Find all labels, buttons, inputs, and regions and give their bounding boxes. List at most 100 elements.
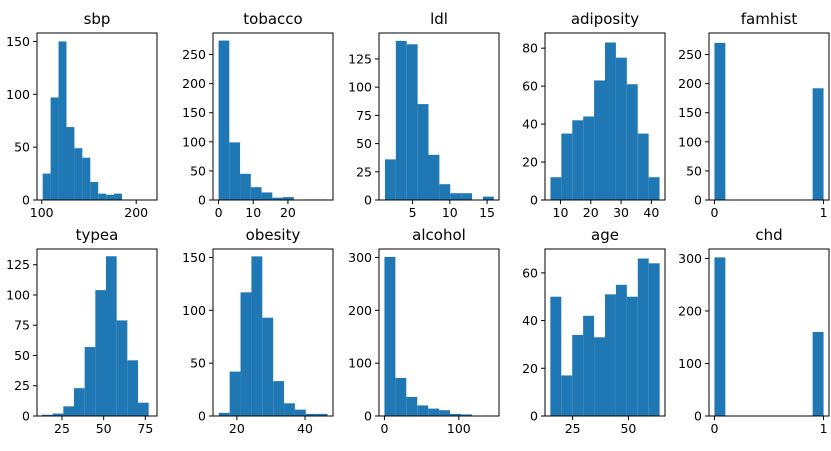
histogram-bar [812, 331, 824, 416]
y-tick-label: 100 [348, 356, 372, 371]
histogram-bar [52, 413, 64, 416]
histogram-bar [450, 413, 461, 416]
chart-title: alcohol [412, 226, 466, 244]
x-tick-label: 5 [409, 205, 417, 220]
histogram-bar [384, 159, 396, 200]
histogram-bar [63, 406, 74, 416]
axes-frame [544, 248, 666, 417]
y-tick-label: 150 [182, 105, 206, 120]
x-tick-label: 75 [137, 421, 153, 436]
chart-title: famhist [741, 10, 798, 28]
histogram-bar [605, 42, 616, 201]
histogram-bar [615, 284, 627, 416]
y-tick-label: 100 [348, 80, 372, 95]
x-tick-label: 10 [553, 205, 569, 220]
histogram-bar [572, 334, 584, 416]
y-tick-label: 20 [522, 155, 538, 170]
x-tick-label: 50 [620, 421, 636, 436]
x-tick-label: 10 [442, 205, 458, 220]
x-tick-label: 25 [54, 421, 70, 436]
histogram-bar [572, 120, 584, 200]
y-tick-label: 0 [198, 193, 206, 208]
y-tick-label: 250 [678, 47, 702, 62]
y-tick-label: 100 [6, 287, 30, 302]
y-tick-label: 100 [182, 134, 206, 149]
axes-frame [544, 32, 666, 201]
histogram-bar [395, 40, 407, 200]
axes-frame [708, 248, 830, 417]
histogram-bar [482, 196, 494, 200]
histogram-bar [106, 256, 117, 416]
histogram-bar [460, 414, 472, 416]
histogram-bar [114, 193, 123, 200]
x-tick-label: 15 [479, 205, 495, 220]
histogram-bar [240, 292, 252, 416]
x-tick-label: 10 [245, 205, 261, 220]
histogram-bar [461, 193, 473, 200]
y-tick-label: 300 [678, 251, 702, 266]
histogram-bar [58, 41, 67, 201]
y-tick-label: 50 [190, 356, 206, 371]
histogram-bar [218, 40, 230, 201]
y-tick-label: 75 [14, 318, 30, 333]
histogram-bar [648, 177, 660, 200]
y-tick-label: 60 [522, 265, 538, 280]
axes-frame [212, 248, 334, 417]
x-tick-label: 0 [710, 421, 718, 436]
y-tick-label: 50 [14, 348, 30, 363]
axes-frame [36, 32, 158, 201]
histogram-bar [90, 182, 99, 200]
chart-title: ldl [430, 10, 448, 28]
histogram-bar [95, 290, 106, 416]
histogram-bar [594, 337, 605, 416]
histogram-ldl: 5 10 15 0 25 50 75 100 125 ldl [348, 10, 500, 220]
histogram-bar [116, 320, 128, 416]
x-tick-label: 200 [124, 205, 148, 220]
x-tick-label: 0 [710, 205, 718, 220]
histogram-bar [714, 257, 726, 416]
histogram-bar [50, 97, 59, 200]
histogram-bar [261, 192, 273, 200]
histogram-bar [626, 84, 638, 200]
y-tick-label: 40 [522, 117, 538, 132]
histogram-bar [98, 193, 107, 200]
histogram-bar [561, 375, 573, 416]
histogram-age: 25 50 0 20 40 60 age [522, 226, 666, 436]
histogram-bar [550, 177, 562, 200]
y-tick-label: 60 [522, 79, 538, 94]
y-tick-label: 0 [22, 409, 30, 424]
histogram-bar [273, 381, 285, 416]
histogram-bar [428, 154, 440, 200]
histogram-bar [138, 402, 149, 416]
histogram-chd: 0 1 0 100 200 300 chd [678, 226, 830, 436]
chart-title: chd [755, 226, 782, 244]
y-tick-label: 25 [356, 164, 372, 179]
histogram-bar [439, 184, 451, 200]
histogram-bar [316, 413, 328, 416]
histogram-bar [812, 88, 824, 200]
y-tick-label: 200 [678, 303, 702, 318]
histogram-bar [406, 44, 418, 200]
histogram-bar [229, 142, 241, 200]
x-tick-label: 1 [820, 205, 828, 220]
histogram-famhist: 0 1 0 50 100 150 200 250 famhist [678, 10, 830, 220]
histogram-bar [450, 193, 462, 200]
y-tick-label: 150 [6, 34, 30, 49]
y-tick-label: 0 [694, 193, 702, 208]
chart-title: adiposity [571, 10, 639, 28]
histogram-alcohol: 0 100 0 100 200 300 alcohol [348, 226, 500, 436]
y-tick-label: 0 [198, 409, 206, 424]
x-tick-label: 20 [583, 205, 599, 220]
histogram-bar [74, 148, 83, 200]
histogram-bar [417, 104, 429, 200]
x-tick-label: 30 [613, 205, 629, 220]
y-tick-label: 200 [678, 76, 702, 91]
histogram-obesity: 20 40 0 50 100 150 obesity [182, 226, 334, 436]
histogram-adiposity: 10 20 30 40 0 20 40 60 80 adiposity [522, 10, 666, 220]
histogram-typea: 25 50 75 0 25 50 75 100 125 typea [6, 226, 158, 436]
histogram-bar [439, 410, 451, 416]
axes-frame [378, 32, 500, 201]
y-tick-label: 150 [678, 105, 702, 120]
histogram-bar [637, 133, 649, 200]
